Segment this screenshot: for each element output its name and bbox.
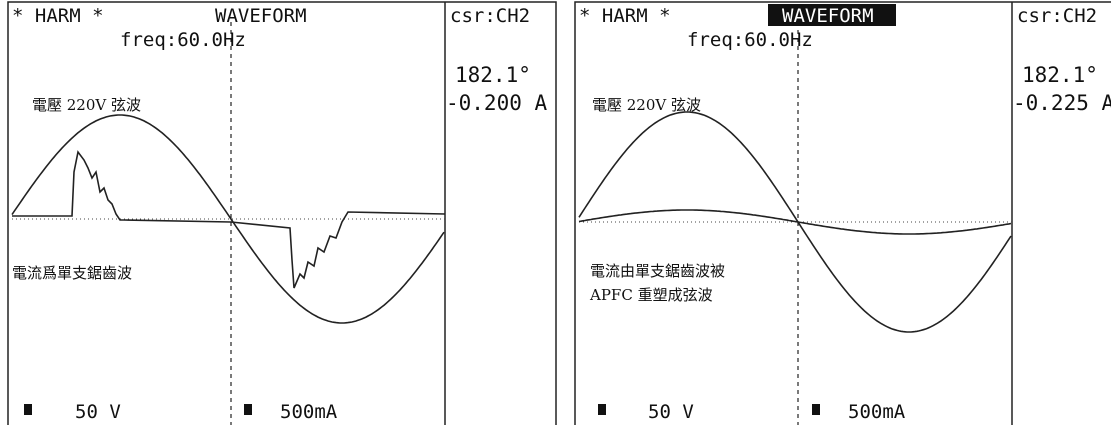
scope-panel: * HARM * WAVEFORM freq:60.0Hz csr:CH2 18… (8, 2, 556, 425)
annotation: 電流由單支鋸齒波被 (590, 262, 725, 280)
current-scale: 500mA (280, 401, 338, 423)
channel-marker (24, 404, 32, 415)
page: * HARM * WAVEFORM freq:60.0Hz csr:CH2 18… (0, 0, 1111, 425)
annotation: 電壓 220V 弦波 (32, 96, 141, 114)
cursor-label: csr:CH2 (450, 5, 530, 27)
angle-readout: 182.1° (455, 63, 531, 87)
current-readout: -0.200 A (446, 91, 548, 115)
scope-panel: * HARM * WAVEFORM freq:60.0Hz csr:CH2 18… (575, 2, 1111, 425)
freq-label: freq:60.0Hz (687, 29, 813, 51)
mode-label: * HARM * (579, 5, 671, 27)
channel-marker (812, 404, 820, 415)
screens: * HARM * WAVEFORM freq:60.0Hz csr:CH2 18… (0, 0, 1111, 425)
channel-marker (244, 404, 252, 415)
voltage-scale: 50 V (648, 401, 694, 423)
mode-label: * HARM * (12, 5, 104, 27)
freq-label: freq:60.0Hz (120, 29, 246, 51)
annotation: APFC 重塑成弦波 (589, 286, 713, 304)
voltage-scale: 50 V (75, 401, 121, 423)
view-label: WAVEFORM (215, 5, 307, 27)
annotation: 電流爲單支鋸齒波 (12, 264, 132, 282)
view-label: WAVEFORM (782, 5, 874, 27)
current-readout: -0.225 A (1013, 91, 1111, 115)
angle-readout: 182.1° (1022, 63, 1098, 87)
cursor-label: csr:CH2 (1017, 5, 1097, 27)
current-scale: 500mA (848, 401, 906, 423)
channel-marker (598, 404, 606, 415)
